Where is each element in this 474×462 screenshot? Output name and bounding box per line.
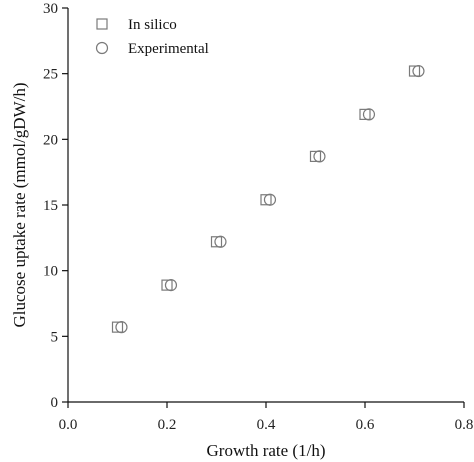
x-tick-label: 0.8 (455, 417, 474, 433)
in-silico-point (210, 236, 223, 248)
y-tick-label: 5 (51, 329, 59, 345)
in-silico-point (408, 65, 421, 77)
legend-label-experimental: Experimental (128, 41, 209, 57)
x-tick-label: 0.2 (158, 417, 177, 433)
in-silico-point (161, 279, 173, 291)
experimental-point (412, 64, 425, 78)
in-silico-point (111, 321, 124, 333)
ticks: 0.0 0.2 0.4 0.6 0.8 0 5 10 15 20 25 30 (43, 1, 473, 433)
x-tick-label: 0.6 (356, 417, 375, 433)
x-tick-label: 0.0 (59, 417, 78, 433)
experimental-point (313, 150, 326, 163)
data-points (111, 64, 425, 334)
y-tick-label: 15 (43, 198, 58, 214)
experimental-point (164, 279, 178, 292)
in-silico-point (260, 194, 272, 206)
y-tick-label: 25 (43, 67, 58, 83)
x-tick-label: 0.4 (257, 417, 276, 433)
experimental-point (263, 193, 277, 206)
legend-square-marker (96, 18, 108, 30)
y-tick-label: 0 (51, 395, 59, 411)
legend-circle-marker (95, 41, 109, 55)
y-tick-label: 20 (43, 132, 58, 148)
experimental-point (214, 235, 227, 248)
y-axis-title: Glucose uptake rate (mmol/gDW/h) (10, 82, 29, 327)
y-tick-label: 30 (43, 1, 58, 17)
legend: In silico Experimental (95, 17, 209, 57)
in-silico-point (309, 150, 322, 163)
experimental-point (115, 321, 128, 334)
in-silico-point (359, 108, 371, 120)
y-tick-label: 10 (43, 264, 58, 280)
experimental-point (362, 108, 376, 121)
legend-label-in-silico: In silico (128, 17, 177, 33)
x-axis-title: Growth rate (1/h) (207, 441, 326, 460)
